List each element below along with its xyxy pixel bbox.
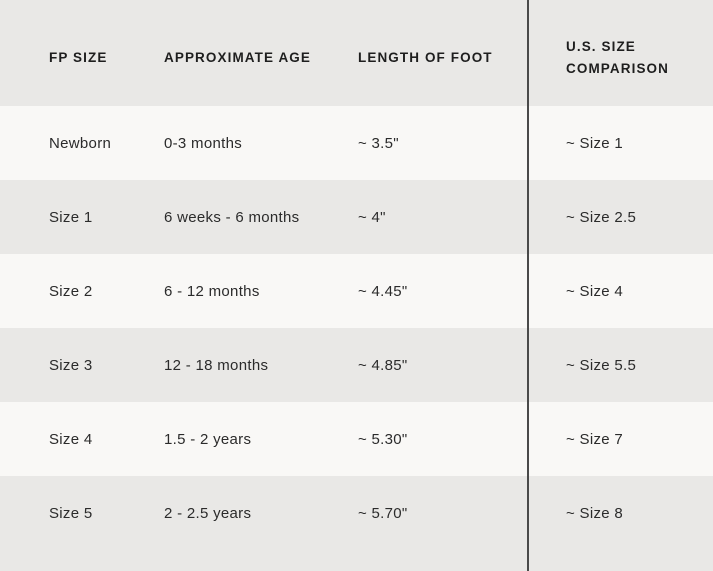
table-row: Size 2 6 - 12 months ~ 4.45" ~ Size 4 xyxy=(0,254,713,328)
column-divider xyxy=(527,0,529,571)
cell-foot-length: ~ 5.70" xyxy=(358,504,408,522)
header-cell-fp-size: FP SIZE xyxy=(49,50,108,65)
cell-foot-length: ~ 4.85" xyxy=(358,356,408,374)
cell-foot-length: ~ 5.30" xyxy=(358,430,408,448)
table-header-row: FP SIZE APPROXIMATE AGE LENGTH OF FOOT U… xyxy=(0,0,713,106)
cell-us-size: ~ Size 4 xyxy=(566,282,624,300)
cell-age: 6 weeks - 6 months xyxy=(164,208,300,226)
cell-fp-size: Size 2 xyxy=(49,282,93,300)
cell-fp-size: Newborn xyxy=(49,134,112,152)
cell-us-size: ~ Size 2.5 xyxy=(566,208,637,226)
cell-fp-size: Size 4 xyxy=(49,430,93,448)
cell-foot-length: ~ 4.45" xyxy=(358,282,408,300)
table-row: Size 3 12 - 18 months ~ 4.85" ~ Size 5.5 xyxy=(0,328,713,402)
header-cell-us-size-comparison: U.S. SIZE COMPARISON xyxy=(566,39,670,76)
cell-age: 6 - 12 months xyxy=(164,282,260,300)
cell-fp-size: Size 1 xyxy=(49,208,93,226)
header-cell-length-of-foot: LENGTH OF FOOT xyxy=(358,50,493,65)
cell-foot-length: ~ 3.5" xyxy=(358,134,399,152)
cell-foot-length: ~ 4" xyxy=(358,208,386,226)
cell-fp-size: Size 5 xyxy=(49,504,93,522)
cell-fp-size: Size 3 xyxy=(49,356,93,374)
cell-age: 0-3 months xyxy=(164,134,243,152)
cell-age: 1.5 - 2 years xyxy=(164,430,252,448)
cell-age: 12 - 18 months xyxy=(164,356,269,374)
cell-age: 2 - 2.5 years xyxy=(164,504,252,522)
table-row: Size 1 6 weeks - 6 months ~ 4" ~ Size 2.… xyxy=(0,180,713,254)
cell-us-size: ~ Size 1 xyxy=(566,134,624,152)
table-row: Newborn 0-3 months ~ 3.5" ~ Size 1 xyxy=(0,106,713,180)
table-row: Size 4 1.5 - 2 years ~ 5.30" ~ Size 7 xyxy=(0,402,713,476)
cell-us-size: ~ Size 5.5 xyxy=(566,356,637,374)
header-cell-approximate-age: APPROXIMATE AGE xyxy=(164,50,312,65)
cell-us-size: ~ Size 7 xyxy=(566,430,624,448)
cell-us-size: ~ Size 8 xyxy=(566,504,624,522)
table-row: Size 5 2 - 2.5 years ~ 5.70" ~ Size 8 xyxy=(0,476,713,550)
